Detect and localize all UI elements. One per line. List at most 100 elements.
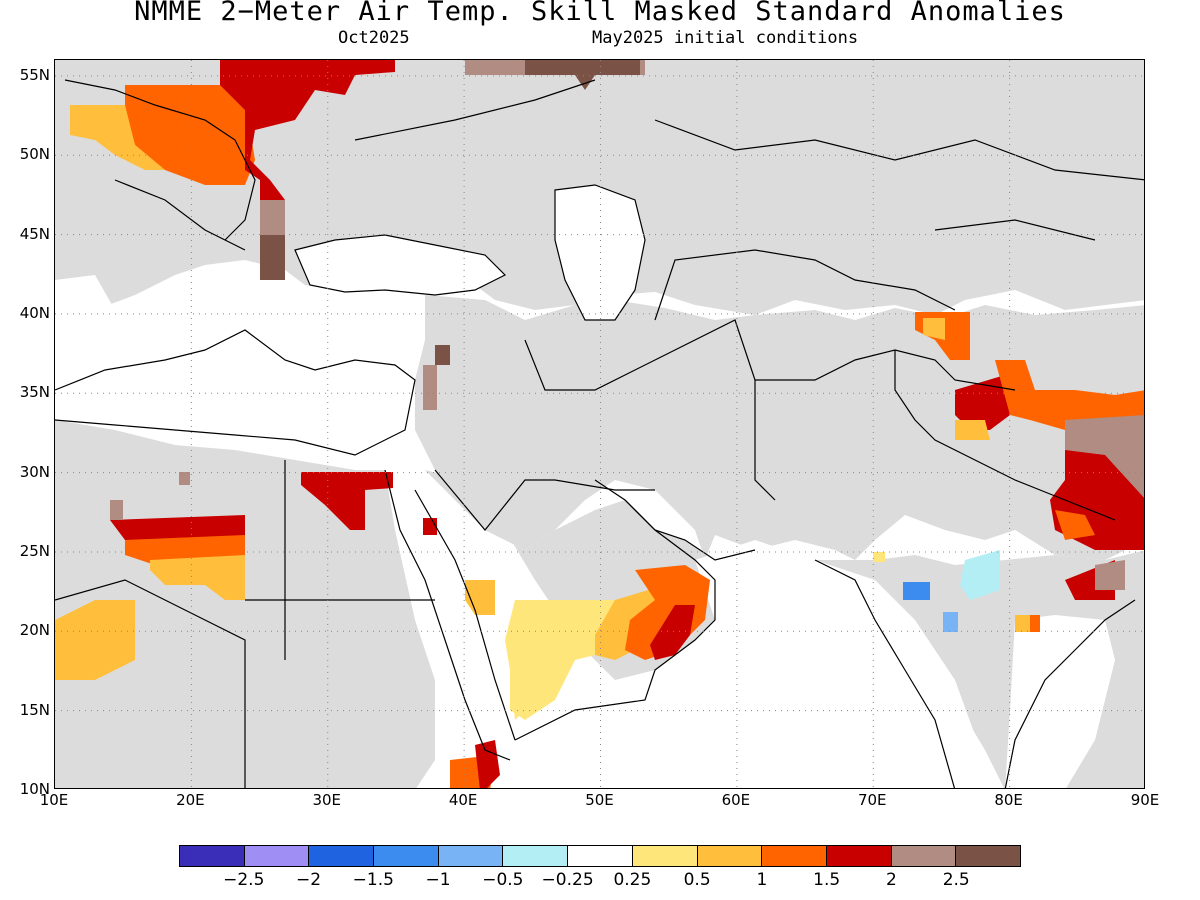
y-tick-label: 50N bbox=[19, 145, 50, 164]
anomaly-oman-red bbox=[650, 605, 695, 660]
black-sea-coast bbox=[294, 234, 507, 296]
colorbar-swatch bbox=[568, 846, 633, 866]
colorbar-label: 1.5 bbox=[813, 870, 841, 890]
anomaly-bangladesh bbox=[1055, 510, 1095, 540]
y-tick-label: 55N bbox=[19, 65, 50, 84]
anomaly-kyrgyzstan-yellow bbox=[923, 318, 945, 340]
colorbar-label: −1 bbox=[425, 870, 451, 890]
colorbar-swatch bbox=[697, 846, 763, 866]
x-tick-label: 80E bbox=[994, 791, 1023, 809]
india-west-coast bbox=[814, 559, 956, 788]
anomaly-india-coast-2 bbox=[943, 612, 958, 632]
mediterranean-coast bbox=[55, 329, 416, 456]
unmasked-layer bbox=[55, 185, 1115, 788]
x-tick-label: 40E bbox=[448, 791, 478, 809]
y-tick-label: 20N bbox=[19, 621, 50, 640]
bay-of-bengal bbox=[1005, 615, 1115, 788]
anomaly-central-europe-west bbox=[70, 105, 165, 170]
colorbar-label: 2.5 bbox=[942, 870, 970, 890]
anomaly-libya-yellow bbox=[150, 555, 245, 600]
colorbar-label: 2 bbox=[886, 870, 897, 890]
colorbar bbox=[179, 845, 1021, 867]
anomaly-black-sea-west bbox=[260, 235, 285, 280]
arabia-coast bbox=[514, 499, 716, 741]
x-tick-label: 90E bbox=[1130, 791, 1160, 809]
y-tick-label: 25N bbox=[19, 541, 50, 560]
anomaly-west-africa-north bbox=[55, 600, 135, 680]
colorbar-swatch bbox=[374, 846, 439, 866]
europe-borders bbox=[64, 79, 1144, 251]
anomaly-black-sea-west-light bbox=[260, 200, 285, 235]
arabian-sea bbox=[617, 540, 995, 788]
europe-west-open bbox=[55, 275, 115, 350]
x-tick-label: 10E bbox=[39, 791, 69, 809]
anomaly-kashmir bbox=[955, 375, 1010, 430]
anomaly-levant-light bbox=[423, 365, 437, 410]
caspian-coast bbox=[554, 184, 646, 321]
colorbar-swatch bbox=[438, 846, 504, 866]
colorbar-swatch bbox=[762, 846, 827, 866]
y-tick-label: 15N bbox=[19, 700, 50, 719]
red-sea-south bbox=[505, 700, 655, 785]
anomaly-kashmir-yellow bbox=[955, 420, 990, 440]
colorbar-label: −0.5 bbox=[482, 870, 524, 890]
anomaly-egypt-small bbox=[423, 518, 437, 535]
anomaly-india-small bbox=[873, 552, 885, 562]
red-sea bbox=[385, 470, 515, 760]
anomaly-libya-top bbox=[179, 472, 190, 485]
y-tick-label: 40N bbox=[19, 303, 50, 322]
anomaly-egypt bbox=[301, 472, 393, 530]
red-sea-coast-east bbox=[414, 489, 516, 741]
colorbar-label: −0.25 bbox=[541, 870, 594, 890]
anomaly-levant bbox=[435, 345, 450, 365]
colorbar-label: 0.25 bbox=[613, 870, 652, 890]
y-tick-label: 35N bbox=[19, 383, 50, 402]
anomaly-eastern-europe bbox=[125, 85, 255, 185]
colorbar-swatch bbox=[309, 846, 375, 866]
mideast-borders bbox=[434, 249, 1116, 531]
red-sea-coast-west bbox=[384, 469, 511, 761]
anomaly-yemen-yellow bbox=[510, 660, 555, 720]
anomaly-libya-top2 bbox=[110, 500, 123, 520]
colorbar-label: −2.5 bbox=[223, 870, 265, 890]
x-tick-label: 60E bbox=[721, 791, 751, 809]
coastline-layer bbox=[55, 79, 1144, 788]
x-tick-label: 50E bbox=[585, 791, 614, 809]
y-tick-label: 45N bbox=[19, 224, 50, 243]
map-title: NMME 2−Meter Air Temp. Skill Masked Stan… bbox=[134, 0, 1066, 27]
colorbar-label: 1 bbox=[756, 870, 768, 890]
colorbar-swatch bbox=[503, 846, 569, 866]
colorbar-swatch bbox=[891, 846, 957, 866]
anomaly-myanmar bbox=[1095, 560, 1125, 590]
colorbar-swatch bbox=[632, 846, 698, 866]
africa-border-lines bbox=[55, 460, 435, 788]
initial-conditions: May2025 initial conditions bbox=[592, 28, 859, 48]
black-sea bbox=[295, 235, 505, 295]
y-tick-label: 30N bbox=[19, 462, 50, 481]
anomaly-india-interior bbox=[960, 550, 1000, 600]
colorbar-label: −2 bbox=[296, 870, 322, 890]
anomaly-layer bbox=[55, 60, 1144, 788]
anomaly-russia-north bbox=[225, 60, 290, 105]
anomaly-western-russia-north-dark bbox=[525, 60, 640, 90]
anomaly-arabia-orange-west bbox=[465, 580, 495, 615]
mediterranean-sea bbox=[55, 330, 415, 455]
x-tick-label: 20E bbox=[176, 791, 205, 809]
colorbar-swatch bbox=[826, 846, 892, 866]
colorbar-label: −1.5 bbox=[352, 870, 394, 890]
colorbar-swatch bbox=[180, 846, 245, 866]
colorbar-swatch bbox=[244, 846, 310, 866]
masked-land-middle-east bbox=[415, 295, 1144, 560]
anomaly-horn-of-africa bbox=[475, 740, 500, 788]
x-tick-label: 30E bbox=[312, 791, 342, 809]
colorbar-label: 0.5 bbox=[683, 870, 711, 890]
anomaly-india-east-2 bbox=[1030, 615, 1040, 632]
anomaly-kashmir-orange bbox=[995, 360, 1144, 430]
map-canvas bbox=[55, 60, 1144, 788]
india-east-coast bbox=[1004, 599, 1136, 788]
forecast-month: Oct2025 bbox=[338, 28, 410, 48]
anomaly-india-coast bbox=[903, 582, 930, 600]
anomaly-map bbox=[54, 59, 1145, 789]
x-tick-label: 70E bbox=[857, 791, 887, 809]
y-tick-label: 10N bbox=[19, 780, 50, 798]
